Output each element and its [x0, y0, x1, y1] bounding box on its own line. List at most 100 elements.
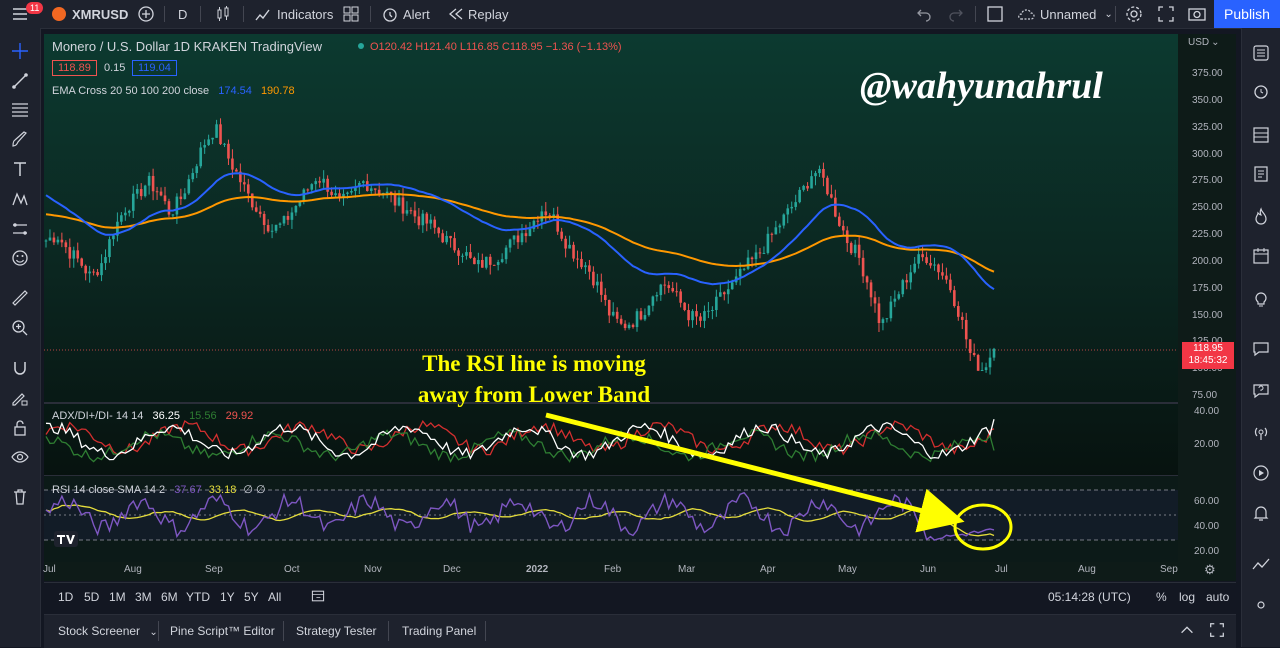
- tab-pine-editor[interactable]: Pine Script™ Editor: [170, 624, 275, 638]
- candle-body: [171, 214, 175, 216]
- lock-tool[interactable]: [9, 417, 31, 439]
- timeframe-1y[interactable]: 1Y: [220, 590, 235, 604]
- adx-indicator-label[interactable]: ADX/DI+/DI- 14 14 36.25 15.56 29.92: [52, 410, 253, 422]
- timeframe-ytd[interactable]: YTD: [186, 590, 210, 604]
- alerts-button[interactable]: [1250, 80, 1272, 102]
- tab-stock-screener[interactable]: Stock Screener ⌄: [58, 624, 158, 638]
- notifications-button[interactable]: [1250, 502, 1272, 524]
- help-button[interactable]: [1250, 380, 1272, 402]
- timeframe-5d[interactable]: 5D: [84, 590, 100, 604]
- chats-button[interactable]: [1250, 338, 1272, 360]
- calendar-button[interactable]: [1250, 245, 1272, 267]
- timeframe-5y[interactable]: 5Y: [244, 590, 259, 604]
- candle-body: [243, 182, 246, 185]
- candle-body: [88, 271, 91, 274]
- candle-body: [663, 284, 667, 286]
- watchlist-button[interactable]: [1250, 42, 1272, 64]
- streams-button[interactable]: [1250, 422, 1272, 444]
- chart-type-button[interactable]: [213, 0, 233, 28]
- layout-name-button[interactable]: Unnamed ⌄: [1016, 0, 1113, 28]
- timeframe-all[interactable]: All: [268, 590, 282, 604]
- replay-button[interactable]: Replay: [446, 0, 508, 28]
- menu-button[interactable]: [10, 0, 30, 28]
- sidebar-settings-button[interactable]: [1250, 594, 1272, 616]
- redo-button[interactable]: [946, 0, 966, 28]
- log-toggle[interactable]: log: [1179, 590, 1196, 604]
- expand-panel-button[interactable]: [1250, 554, 1272, 576]
- emoji-tool[interactable]: [9, 247, 31, 269]
- ema-slow-line: [45, 192, 995, 273]
- adx-tick-label: 40.00: [1194, 406, 1220, 417]
- candle-body: [921, 254, 924, 258]
- ema-indicator-label[interactable]: EMA Cross 20 50 100 200 close 174.54 190…: [52, 85, 295, 97]
- ruler-tool[interactable]: [9, 287, 31, 309]
- currency-select[interactable]: USD ⌄: [1188, 37, 1220, 48]
- undo-button[interactable]: [914, 0, 934, 28]
- fullscreen-button[interactable]: [1156, 0, 1176, 28]
- text-tool[interactable]: [9, 158, 31, 180]
- timeframe-6m[interactable]: 6M: [161, 590, 178, 604]
- pattern-tool[interactable]: [9, 188, 31, 210]
- maximize-panel-button[interactable]: [1208, 621, 1226, 642]
- trendline-tool[interactable]: [9, 70, 31, 92]
- candle-body: [112, 235, 115, 240]
- hotlist-button[interactable]: [1250, 206, 1272, 228]
- snapshot-button[interactable]: [1187, 0, 1207, 28]
- news-button[interactable]: [1250, 163, 1272, 185]
- timeframe-3m[interactable]: 3M: [135, 590, 152, 604]
- live-button[interactable]: [1250, 462, 1272, 484]
- ask-price[interactable]: 119.04: [132, 60, 177, 76]
- forecast-tool[interactable]: [9, 218, 31, 240]
- collapse-panel-button[interactable]: [1178, 621, 1196, 642]
- date-range-button[interactable]: [310, 588, 326, 607]
- percent-toggle[interactable]: %: [1156, 590, 1167, 604]
- candle-body: [314, 181, 318, 185]
- data-window-button[interactable]: [1250, 124, 1272, 146]
- brush-tool[interactable]: [9, 128, 31, 150]
- candle-body: [334, 193, 337, 196]
- magnet-tool[interactable]: [9, 357, 31, 379]
- timeframe-1d[interactable]: 1D: [58, 590, 74, 604]
- layout-button[interactable]: [985, 0, 1005, 28]
- chart-area[interactable]: Monero / U.S. Dollar 1D KRAKEN TradingVi…: [43, 34, 1236, 581]
- candle-body: [282, 216, 286, 224]
- series-title[interactable]: Monero / U.S. Dollar 1D KRAKEN TradingVi…: [52, 39, 322, 54]
- candle-body: [409, 210, 413, 212]
- candle-body: [619, 318, 623, 324]
- zoom-tool[interactable]: [9, 317, 31, 339]
- candle-body: [191, 173, 195, 180]
- auto-toggle[interactable]: auto: [1206, 590, 1230, 604]
- stay-drawing-tool[interactable]: [9, 387, 31, 409]
- crosshair-tool[interactable]: [9, 40, 31, 62]
- tab-strategy-tester[interactable]: Strategy Tester: [296, 624, 377, 638]
- price-tick-label: 125.00: [1192, 336, 1223, 347]
- alarm-clock-icon: [383, 8, 397, 22]
- ideas-button[interactable]: [1250, 288, 1272, 310]
- visibility-tool[interactable]: [9, 446, 31, 468]
- fib-tool[interactable]: [9, 99, 31, 121]
- axis-settings-icon[interactable]: ⚙: [1204, 562, 1216, 577]
- hamburger-icon: [13, 8, 27, 20]
- candle-body: [865, 276, 869, 283]
- chart-canvas[interactable]: [44, 34, 1236, 581]
- candle-body: [953, 290, 956, 307]
- alert-button[interactable]: Alert: [380, 0, 430, 28]
- rsi-line: [45, 491, 995, 541]
- templates-button[interactable]: [341, 0, 361, 28]
- candle-body: [603, 294, 607, 301]
- settings-button[interactable]: [1124, 0, 1144, 28]
- utc-clock[interactable]: 05:14:28 (UTC): [1048, 590, 1131, 604]
- last-price-tag: 118.95 18:45:32: [1182, 342, 1234, 369]
- candle-body: [401, 197, 405, 214]
- symbol-search[interactable]: XMRUSD: [52, 0, 128, 28]
- remove-tool[interactable]: [9, 486, 31, 508]
- compare-button[interactable]: [136, 0, 156, 28]
- rsi-indicator-label[interactable]: RSI 14 close SMA 14 2 37.67 33.18 ∅ ∅: [52, 483, 266, 496]
- indicators-button[interactable]: Indicators: [253, 0, 333, 28]
- tab-trading-panel[interactable]: Trading Panel: [402, 624, 477, 638]
- timeframe-1m[interactable]: 1M: [109, 590, 126, 604]
- publish-button[interactable]: Publish: [1214, 0, 1280, 28]
- bid-price[interactable]: 118.89: [52, 60, 97, 76]
- interval-button[interactable]: D: [178, 6, 188, 22]
- candle-body: [830, 194, 833, 198]
